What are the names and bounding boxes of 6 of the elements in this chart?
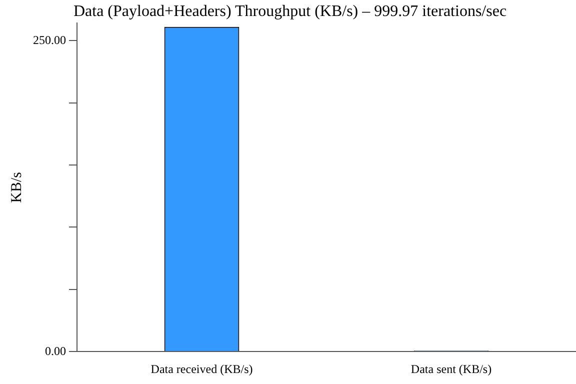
- y-tick-label: 0.00: [45, 344, 66, 358]
- y-axis-title: KB/s: [8, 172, 25, 203]
- y-tick-label: 250.00: [33, 32, 66, 47]
- chart-title: Data (Payload+Headers) Throughput (KB/s) – 999.97 iterations/sec: [73, 2, 507, 20]
- x-tick-label: Data received (KB/s): [150, 362, 253, 376]
- x-tick-label: Data sent (KB/s): [410, 362, 492, 376]
